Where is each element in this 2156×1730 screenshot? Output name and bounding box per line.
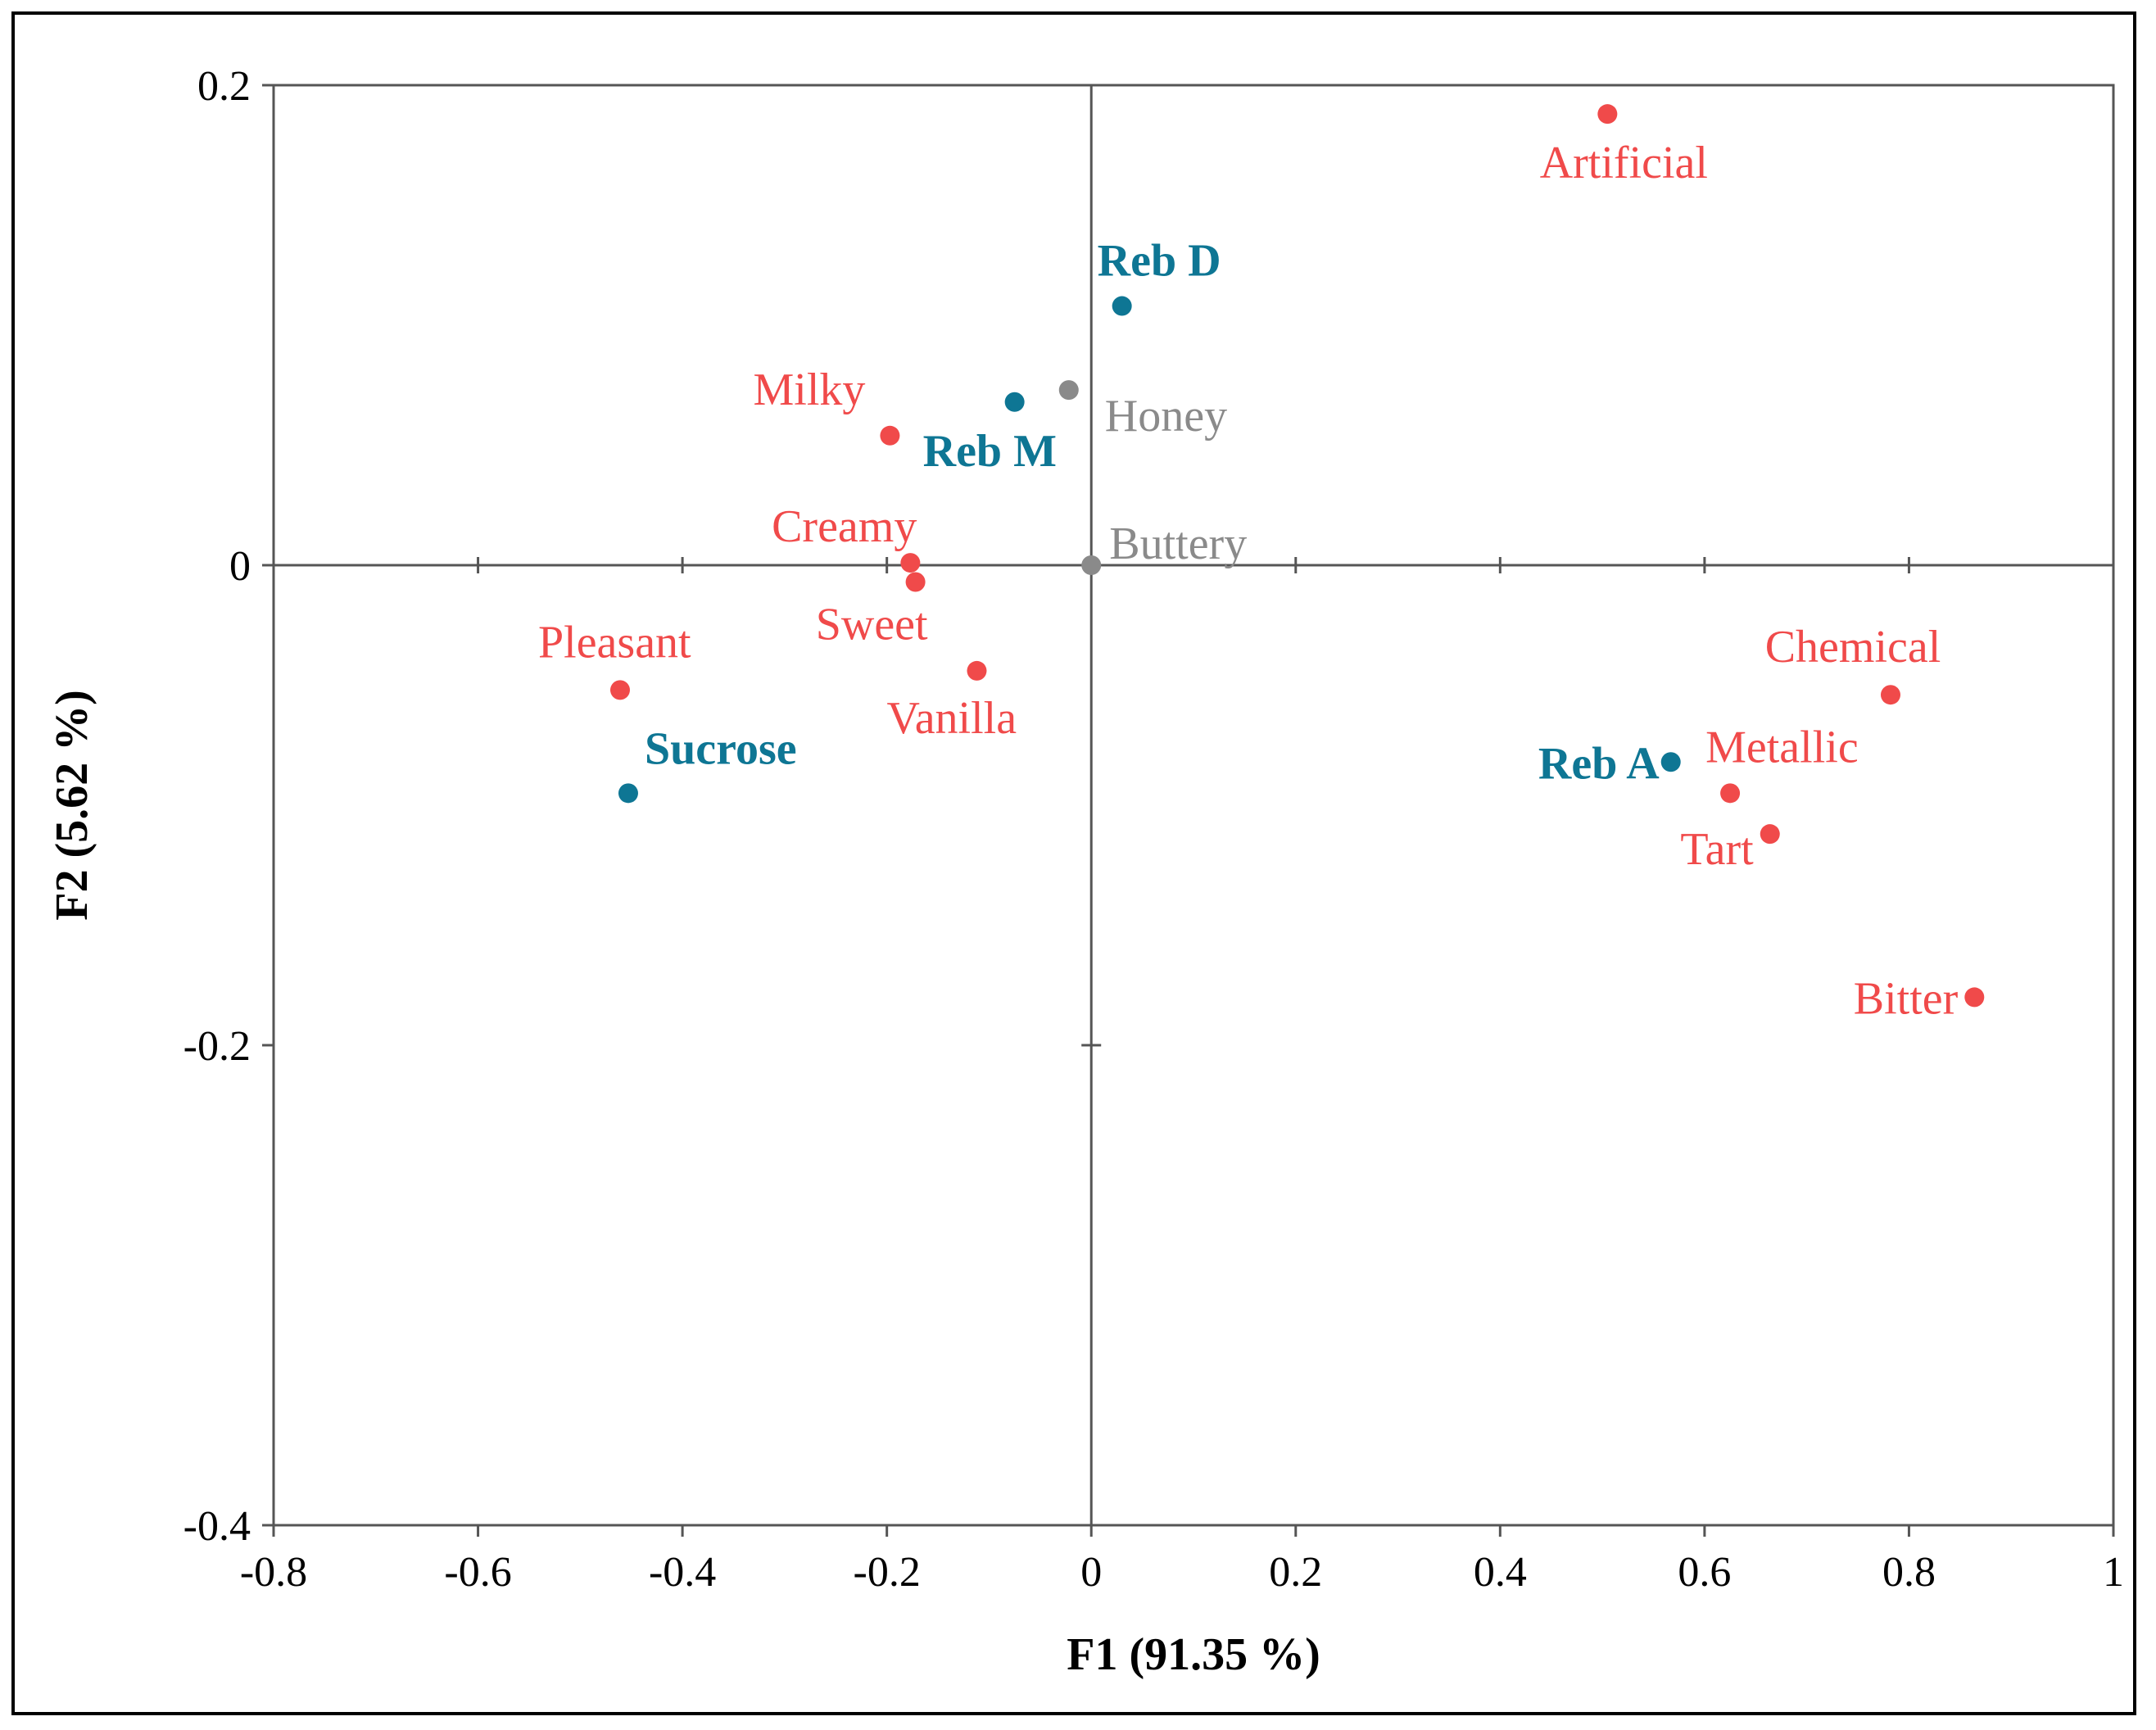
x-axis-title: F1 (91.35 %) xyxy=(1067,1629,1320,1680)
point-reb-m[interactable] xyxy=(1004,392,1025,412)
x-tick-label: -0.8 xyxy=(240,1549,307,1596)
y-tick-label: 0 xyxy=(229,543,251,590)
label-reb-d: Reb D xyxy=(1098,236,1221,287)
point-chemical[interactable] xyxy=(1880,685,1900,705)
y-tick-label: -0.4 xyxy=(183,1503,251,1550)
label-pleasant: Pleasant xyxy=(538,617,691,668)
x-tick-label: 0.6 xyxy=(1678,1549,1731,1596)
y-tick-label: 0.2 xyxy=(197,63,251,110)
label-sucrose: Sucrose xyxy=(645,723,797,774)
x-tick-label: -0.6 xyxy=(444,1549,511,1596)
label-milky: Milky xyxy=(753,365,865,415)
label-honey: Honey xyxy=(1105,391,1227,442)
point-milky[interactable] xyxy=(880,425,900,446)
point-honey[interactable] xyxy=(1058,380,1079,401)
x-tick-label: 1 xyxy=(2103,1549,2124,1596)
x-tick-label: 0.8 xyxy=(1882,1549,1936,1596)
x-tick-label: -0.2 xyxy=(854,1549,921,1596)
y-tick-label: -0.2 xyxy=(183,1023,251,1070)
point-artificial[interactable] xyxy=(1597,104,1618,125)
label-reb-a: Reb A xyxy=(1538,738,1660,789)
label-tart: Tart xyxy=(1680,824,1754,875)
point-pleasant[interactable] xyxy=(609,680,630,700)
point-metallic[interactable] xyxy=(1720,783,1741,804)
point-creamy[interactable] xyxy=(900,553,921,573)
point-vanilla[interactable] xyxy=(967,660,987,681)
point-reb-d[interactable] xyxy=(1112,296,1132,316)
scatter-chart: -0.8 -0.6 -0.4 -0.2 0 0.2 0.4 0.6 0.8 1 0.2 0 -0.2 -0… xyxy=(47,63,2124,1680)
point-bitter[interactable] xyxy=(1964,987,1985,1008)
point-sweet[interactable] xyxy=(905,572,926,592)
point-reb-a[interactable] xyxy=(1660,752,1681,772)
point-tart[interactable] xyxy=(1760,824,1780,845)
x-tick-label: 0 xyxy=(1080,1549,1102,1596)
y-axis-title: F2 (5.62 %) xyxy=(47,690,97,921)
figure-frame: -0.8 -0.6 -0.4 -0.2 0 0.2 0.4 0.6 0.8 1 0.2 0 -0.2 -0… xyxy=(11,11,2136,1715)
label-sweet: Sweet xyxy=(816,600,928,650)
x-tick-label: 0.4 xyxy=(1474,1549,1527,1596)
label-creamy: Creamy xyxy=(772,501,917,552)
point-buttery[interactable] xyxy=(1081,555,1102,575)
label-vanilla: Vanilla xyxy=(886,693,1017,744)
label-chemical: Chemical xyxy=(1765,622,1941,673)
plot-border xyxy=(272,84,2115,1527)
label-reb-m: Reb M xyxy=(923,426,1057,477)
x-tick-label: 0.2 xyxy=(1269,1549,1322,1596)
label-bitter: Bitter xyxy=(1854,973,1959,1024)
point-sucrose[interactable] xyxy=(618,783,638,804)
label-artificial: Artificial xyxy=(1540,138,1708,188)
label-metallic: Metallic xyxy=(1705,722,1859,772)
x-tick-label: -0.4 xyxy=(649,1549,716,1596)
label-buttery: Buttery xyxy=(1109,519,1247,569)
